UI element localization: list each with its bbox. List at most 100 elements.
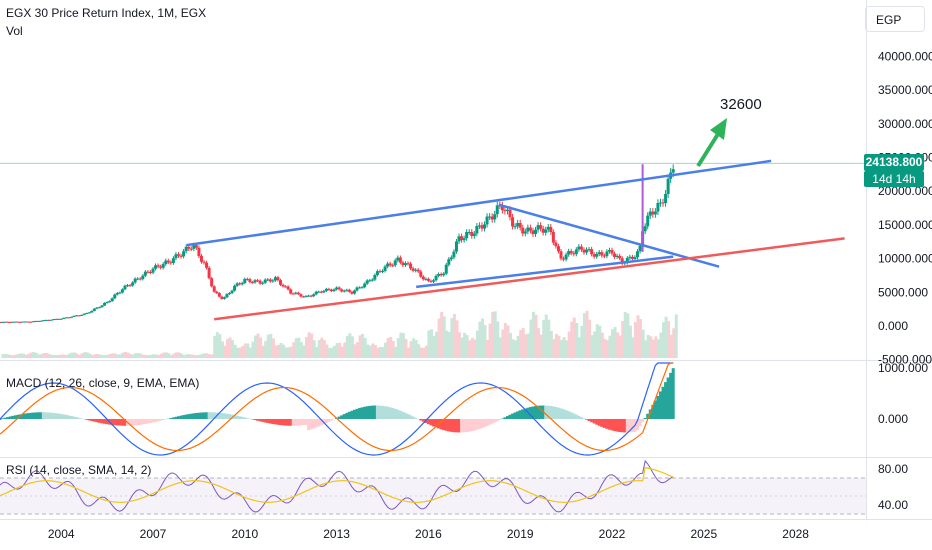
macd-title[interactable]: MACD (12, 26, close, 9, EMA, EMA) (6, 376, 200, 390)
macd-tick-label: 0.000 (878, 412, 908, 426)
macd-histogram-bar (483, 419, 487, 428)
candle-body (243, 278, 247, 284)
candle-body (526, 227, 530, 232)
volume-bar (266, 334, 270, 358)
macd-histogram-bar (138, 419, 142, 425)
volume-bar (539, 334, 543, 358)
macd-histogram-bar (467, 419, 471, 432)
candle-body (454, 241, 458, 252)
candle-body (215, 291, 219, 294)
candle-body (398, 257, 402, 263)
volume-bar (297, 337, 301, 358)
volume-bar (210, 354, 214, 358)
candle-body (345, 289, 349, 291)
candle-body (171, 258, 175, 263)
candle-body (483, 224, 487, 229)
macd-histogram-bar (381, 405, 385, 419)
volume-bar (350, 336, 354, 358)
volume-bar (442, 316, 446, 358)
macd-histogram-bar (472, 419, 476, 431)
candle-body (378, 271, 382, 273)
macd-histogram-bar (16, 414, 20, 419)
volume-label[interactable]: Vol (6, 24, 23, 38)
macd-histogram-bar (495, 419, 499, 422)
macd-histogram-bar (340, 415, 344, 419)
volume-bar (126, 352, 130, 358)
volume-bar (353, 344, 357, 358)
volume-bar (628, 325, 632, 358)
macd-histogram-bar (636, 419, 640, 431)
price-tick-label: 5000.000 (878, 285, 928, 299)
macd-histogram-bar (439, 419, 443, 430)
macd-histogram-bar (189, 413, 193, 419)
candle-body (24, 321, 28, 323)
symbol-title[interactable]: EGX 30 Price Return Index, 1M, EGX (6, 6, 207, 20)
candle-body (386, 263, 390, 267)
macd-histogram-bar (567, 411, 571, 419)
volume-bar (598, 325, 602, 358)
macd-histogram-bar (273, 419, 277, 425)
macd-histogram-bar (8, 416, 12, 419)
macd-histogram-bar (403, 412, 407, 419)
candle-body (312, 294, 316, 297)
candle-body (539, 225, 543, 229)
volume-bar (238, 347, 242, 358)
macd-histogram-bar (391, 408, 395, 419)
volume-bar (134, 353, 138, 358)
volume-bar (554, 333, 558, 358)
macd-histogram-bar (115, 419, 119, 426)
macd-histogram-bar (202, 412, 206, 419)
rsi-line (0, 459, 674, 513)
candle-body (582, 249, 586, 253)
macd-histogram-bar (57, 413, 61, 419)
volume-bar (460, 337, 464, 358)
volume-bar (305, 337, 309, 358)
volume-bar (330, 347, 334, 358)
macd-histogram-bar (97, 419, 101, 423)
candle-body (350, 291, 354, 294)
candle-body (465, 232, 469, 239)
macd-histogram-bar (592, 419, 596, 424)
macd-histogram-bar (0, 419, 2, 420)
volume-bar (394, 346, 398, 358)
candle-body (309, 295, 313, 297)
rsi-title[interactable]: RSI (14, close, SMA, 14, 2) (6, 463, 152, 477)
volume-bar (274, 345, 278, 358)
candle-body (166, 260, 170, 263)
volume-bar (131, 354, 135, 358)
candle-body (75, 315, 79, 317)
macd-histogram-bar (613, 419, 617, 432)
volume-bar (203, 353, 207, 358)
macd-histogram-bar (615, 419, 619, 432)
macd-histogram-bar (21, 413, 25, 419)
macd-histogram-bar (77, 417, 81, 419)
candle-body (383, 266, 387, 271)
time-tick-label: 2013 (323, 527, 350, 541)
macd-histogram-bar (393, 408, 397, 419)
macd-histogram-bar (222, 413, 226, 419)
volume-bar (401, 333, 405, 358)
volume-bar (396, 338, 400, 358)
macd-histogram-bar (516, 411, 520, 419)
macd-histogram-bar (457, 419, 461, 433)
macd-histogram-bar (199, 412, 203, 419)
currency-button[interactable]: EGP (865, 6, 925, 32)
volume-bar (674, 314, 678, 358)
volume-bar (363, 337, 367, 358)
candle-body (108, 301, 112, 303)
macd-histogram-bar (513, 412, 517, 419)
macd-histogram-bar (503, 417, 507, 419)
macd-histogram-bar (508, 414, 512, 419)
volume-bar (577, 337, 581, 358)
volume-bar (195, 355, 199, 358)
volume-bar (180, 353, 184, 358)
candle-body (337, 287, 341, 290)
macd-histogram-bar (669, 372, 673, 419)
candle-body (358, 287, 362, 289)
candle-body (235, 283, 239, 286)
macd-histogram-bar (253, 419, 257, 421)
volume-bar (616, 332, 620, 358)
macd-histogram-bar (651, 405, 655, 419)
macd-histogram-bar (549, 406, 553, 419)
candle-body (531, 230, 535, 235)
